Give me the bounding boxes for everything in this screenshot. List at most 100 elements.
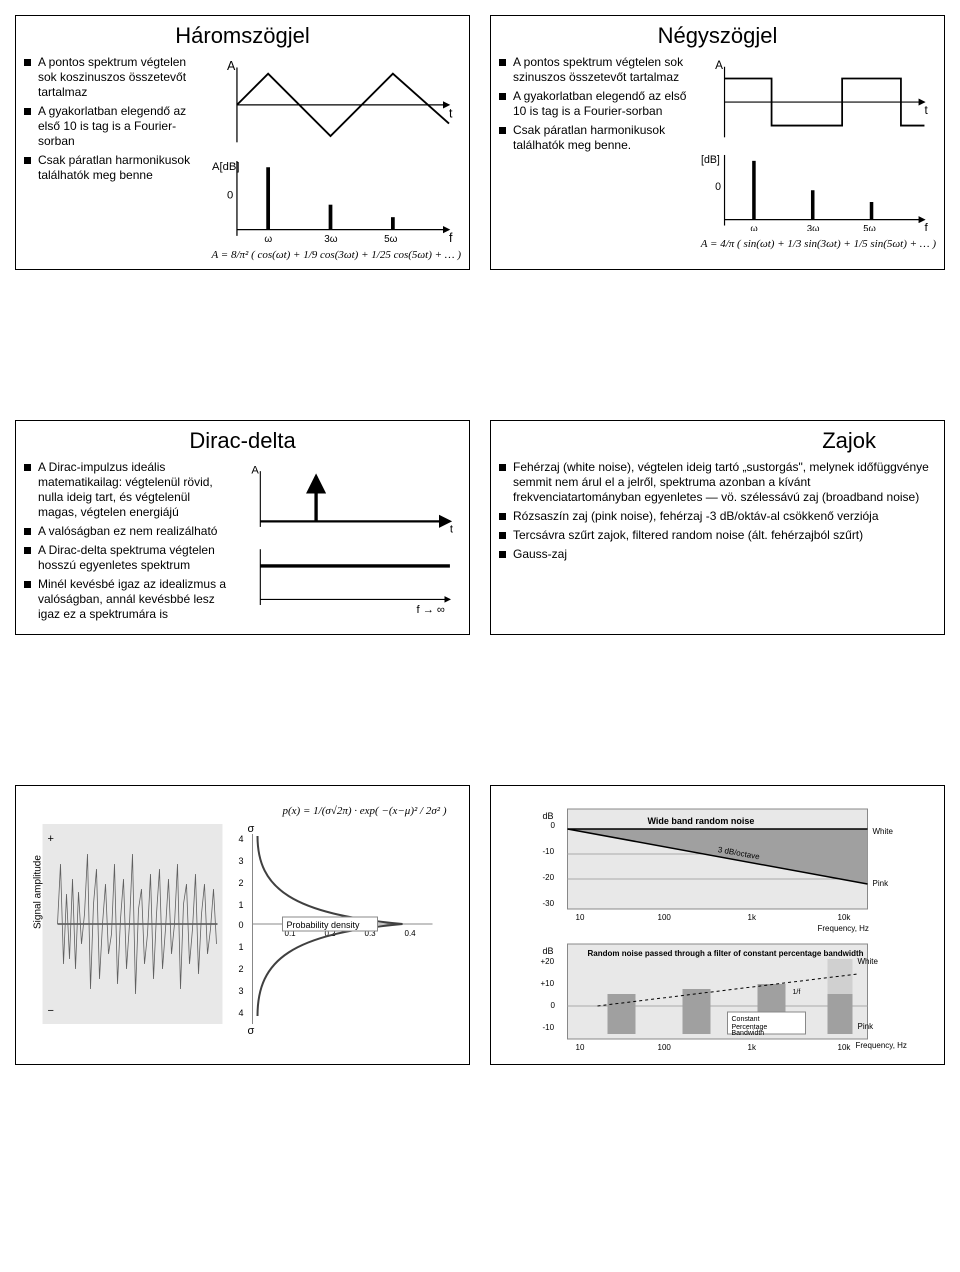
svg-text:+10: +10	[541, 979, 555, 988]
svg-text:5ω: 5ω	[384, 234, 398, 242]
svg-text:100: 100	[658, 1043, 672, 1052]
triangle-formula: A = 8/π² ( cos(ωt) + 1/9 cos(3ωt) + 1/25…	[212, 249, 461, 261]
svg-text:+: +	[48, 833, 54, 845]
list-item: A pontos spektrum végtelen sok koszinusz…	[24, 55, 204, 100]
svg-text:10: 10	[576, 913, 585, 922]
card-triangle: Háromszögjel A pontos spektrum végtelen …	[15, 15, 470, 270]
svg-text:0: 0	[239, 920, 244, 930]
svg-text:dB: dB	[543, 946, 554, 956]
svg-text:0.4: 0.4	[405, 929, 417, 938]
svg-text:t: t	[449, 106, 453, 120]
list-noise: Fehérzaj (white noise), végtelen ideig t…	[499, 460, 936, 562]
svg-text:100: 100	[658, 913, 672, 922]
list-dirac: A Dirac-impulzus ideális matematikailag:…	[24, 460, 230, 622]
list-item: A gyakorlatban elegendő az első 10 is ta…	[499, 89, 693, 119]
svg-text:White: White	[858, 957, 879, 966]
spacer	[490, 285, 945, 405]
svg-text:Random noise passed through a: Random noise passed through a filter of …	[588, 949, 864, 958]
spacer	[15, 650, 470, 770]
svg-text:White: White	[873, 827, 894, 836]
svg-text:1k: 1k	[748, 913, 757, 922]
svg-text:f → ∞: f → ∞	[416, 604, 444, 616]
svg-text:ω: ω	[264, 234, 272, 242]
svg-text:10k: 10k	[838, 1043, 852, 1052]
list-item: Csak páratlan harmonikusok találhatók me…	[499, 123, 693, 153]
svg-text:Bandwidth: Bandwidth	[732, 1030, 765, 1037]
svg-text:A: A	[715, 59, 723, 72]
svg-text:A: A	[251, 464, 259, 476]
svg-text:4: 4	[239, 834, 244, 844]
svg-text:σ: σ	[248, 1025, 255, 1037]
svg-text:4: 4	[239, 1008, 244, 1018]
list-item: Tercsávra szűrt zajok, filtered random n…	[499, 528, 936, 543]
svg-text:0: 0	[715, 181, 721, 193]
card-square: Négyszögjel A pontos spektrum végtelen s…	[490, 15, 945, 270]
svg-text:-10: -10	[543, 847, 555, 856]
list-item: Gauss-zaj	[499, 547, 936, 562]
spacer	[15, 285, 470, 405]
card-gauss-figure: Signal amplitude + − p(x) = 1/(σ√2π) · e…	[15, 785, 470, 1065]
svg-text:5ω: 5ω	[863, 222, 876, 231]
svg-text:2: 2	[239, 878, 244, 888]
card-dirac: Dirac-delta A Dirac-impulzus ideális mat…	[15, 420, 470, 635]
svg-text:Frequency, Hz: Frequency, Hz	[818, 924, 869, 933]
svg-text:-10: -10	[543, 1023, 555, 1032]
list-item: Csak páratlan harmonikusok találhatók me…	[24, 153, 204, 183]
svg-text:Signal amplitude: Signal amplitude	[33, 854, 44, 928]
title-triangle: Háromszögjel	[24, 23, 461, 49]
svg-text:1/f: 1/f	[793, 989, 801, 996]
card-noise-spectra: dB 0 -10 -20 -30 Wide band random noise …	[490, 785, 945, 1065]
svg-text:t: t	[450, 524, 454, 536]
title-dirac: Dirac-delta	[24, 428, 461, 454]
svg-text:Wide band random noise: Wide band random noise	[648, 816, 755, 826]
svg-text:[dB]: [dB]	[701, 154, 720, 166]
list-triangle: A pontos spektrum végtelen sok koszinusz…	[24, 55, 204, 183]
svg-text:10k: 10k	[838, 913, 852, 922]
gauss-noise-diagram: Signal amplitude + − p(x) = 1/(σ√2π) · e…	[24, 794, 461, 1054]
svg-text:3ω: 3ω	[324, 234, 338, 242]
svg-text:3: 3	[239, 986, 244, 996]
svg-text:Pink: Pink	[858, 1022, 875, 1031]
svg-text:p(x) = 1/(σ√2π) · exp( −(x−μ)²: p(x) = 1/(σ√2π) · exp( −(x−μ)² / 2σ² )	[282, 805, 447, 817]
svg-text:3ω: 3ω	[807, 222, 820, 231]
svg-text:f: f	[924, 221, 928, 231]
list-square: A pontos spektrum végtelen sok szinuszos…	[499, 55, 693, 153]
list-item: Rózsaszín zaj (pink noise), fehérzaj -3 …	[499, 509, 936, 524]
noise-spectra-diagram: dB 0 -10 -20 -30 Wide band random noise …	[499, 794, 936, 1054]
svg-text:1k: 1k	[748, 1043, 757, 1052]
svg-text:+20: +20	[541, 957, 555, 966]
list-item: Fehérzaj (white noise), végtelen ideig t…	[499, 460, 936, 505]
title-noise: Zajok	[499, 428, 936, 454]
svg-text:Pink: Pink	[873, 879, 890, 888]
svg-text:σ: σ	[248, 823, 255, 835]
square-formula: A = 4/π ( sin(ωt) + 1/3 sin(3ωt) + 1/5 s…	[701, 238, 936, 250]
svg-text:A[dB]: A[dB]	[212, 161, 239, 173]
svg-text:Frequency, Hz: Frequency, Hz	[856, 1041, 907, 1050]
svg-text:0: 0	[551, 1001, 556, 1010]
svg-text:-30: -30	[543, 899, 555, 908]
triangle-waveform-diagram: A t A[dB] 0 f ω 3ω 5ω	[212, 55, 461, 242]
square-waveform-diagram: A t [dB] 0 f ω 3ω 5ω	[701, 55, 936, 231]
list-item: A valóságban ez nem realizálható	[24, 524, 230, 539]
svg-text:-20: -20	[543, 873, 555, 882]
title-square: Négyszögjel	[499, 23, 936, 49]
svg-text:1: 1	[239, 900, 244, 910]
list-item: A gyakorlatban elegendő az első 10 is ta…	[24, 104, 204, 149]
slide-grid: Háromszögjel A pontos spektrum végtelen …	[15, 15, 945, 1065]
card-noise: Zajok Fehérzaj (white noise), végtelen i…	[490, 420, 945, 635]
list-item: A pontos spektrum végtelen sok szinuszos…	[499, 55, 693, 85]
svg-text:Constant: Constant	[732, 1016, 760, 1023]
svg-text:−: −	[48, 1005, 54, 1017]
dirac-diagram: A t f → ∞	[238, 460, 461, 616]
svg-text:10: 10	[576, 1043, 585, 1052]
svg-text:dB: dB	[543, 811, 554, 821]
svg-text:ω: ω	[750, 222, 757, 231]
svg-text:t: t	[924, 104, 928, 117]
svg-text:2: 2	[239, 964, 244, 974]
spacer	[490, 650, 945, 770]
svg-text:1: 1	[239, 942, 244, 952]
svg-text:A: A	[226, 59, 235, 73]
list-item: A Dirac-impulzus ideális matematikailag:…	[24, 460, 230, 520]
svg-text:f: f	[449, 231, 453, 242]
svg-text:0: 0	[551, 821, 556, 830]
